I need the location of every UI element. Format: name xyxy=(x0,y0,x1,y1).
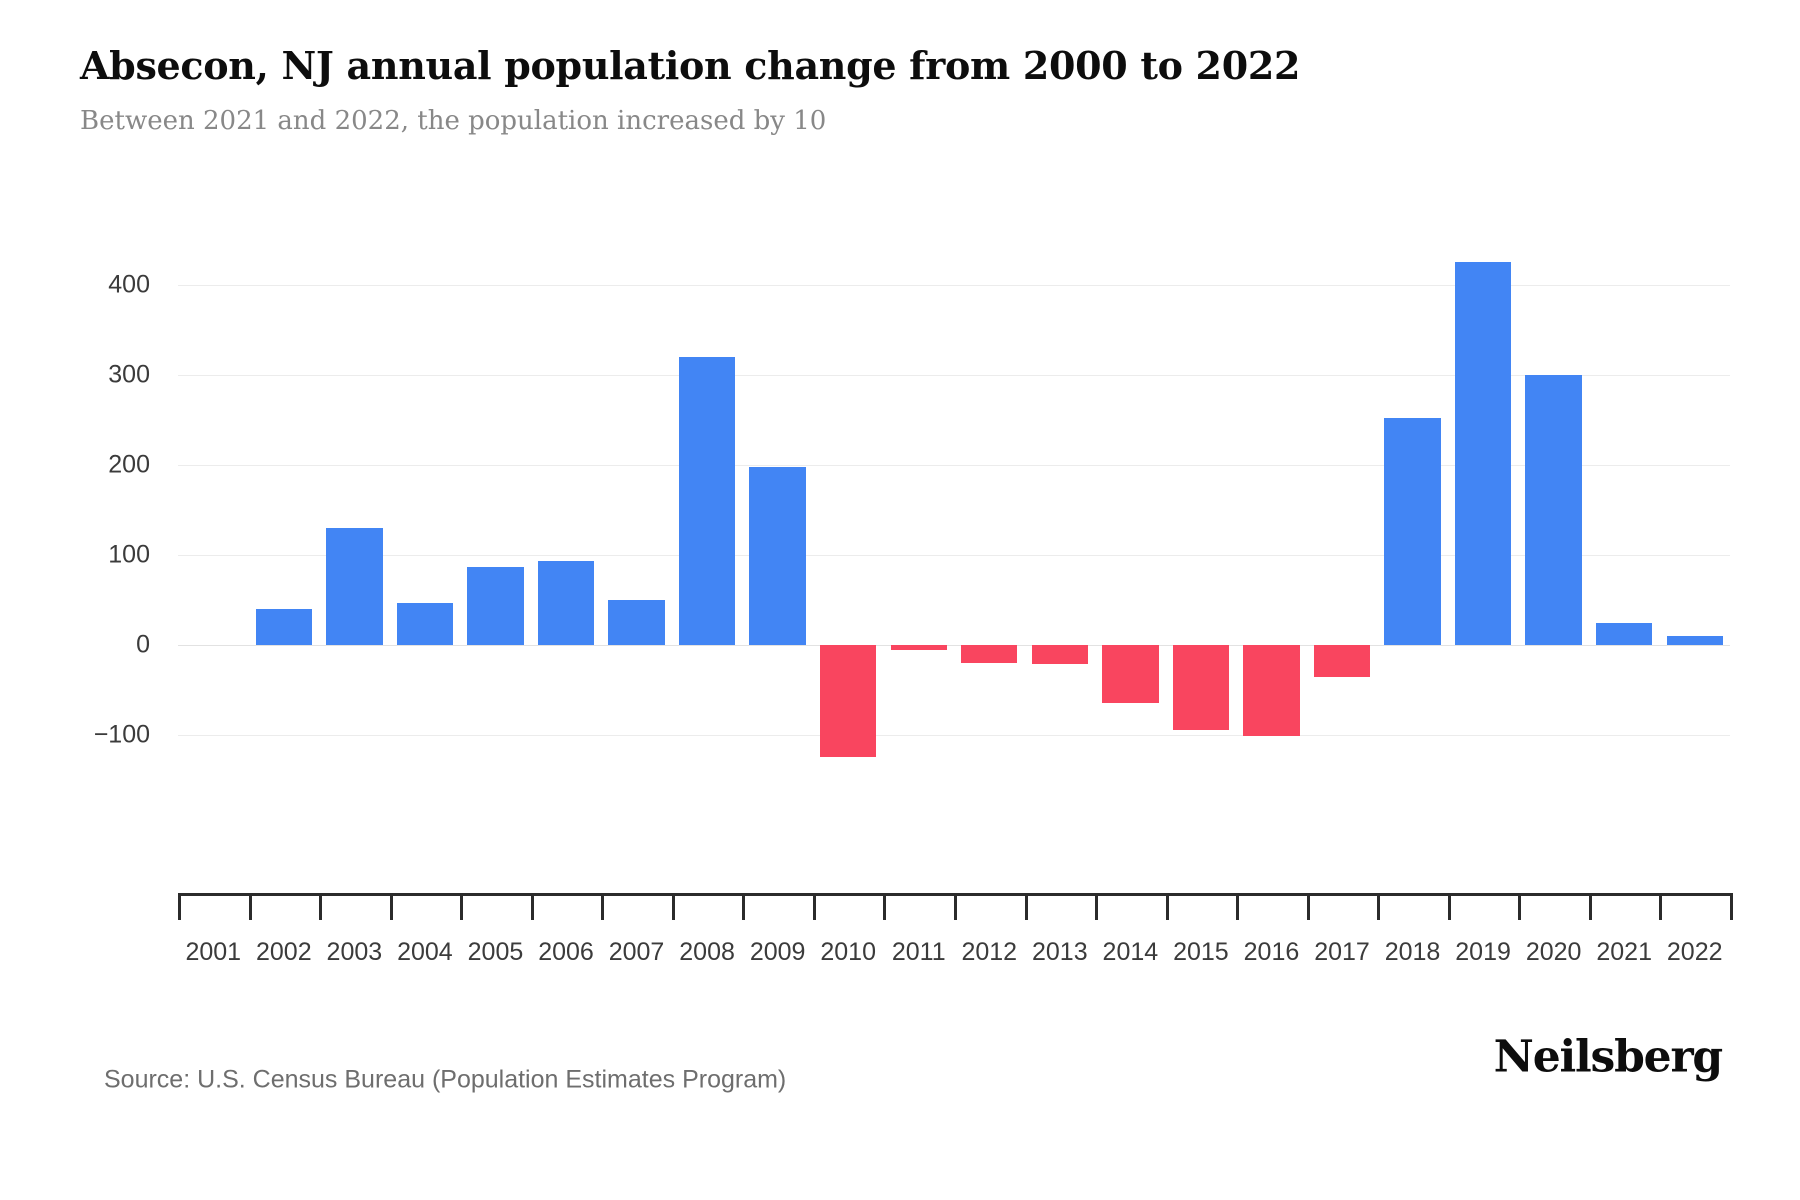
bars-group xyxy=(178,0,1730,1200)
bar-2005[interactable] xyxy=(467,566,524,645)
bar-2015[interactable] xyxy=(1172,645,1230,730)
y-axis-tick-label: 0 xyxy=(136,630,150,659)
x-axis-tick xyxy=(389,893,393,920)
bar-2004[interactable] xyxy=(396,602,454,645)
bar-2022[interactable] xyxy=(1666,636,1723,645)
x-axis-label-2016: 2016 xyxy=(1243,938,1300,966)
x-axis-tick xyxy=(1659,893,1663,920)
x-axis-tick xyxy=(248,893,252,920)
x-axis-tick xyxy=(671,893,675,920)
x-axis-tick xyxy=(319,893,323,920)
x-axis-tick xyxy=(1024,893,1028,920)
bar-2019[interactable] xyxy=(1454,261,1512,645)
x-axis-tick xyxy=(1306,893,1310,920)
y-axis-tick-label: 300 xyxy=(108,360,150,389)
x-axis-label-2011: 2011 xyxy=(891,938,946,966)
bar-2014[interactable] xyxy=(1102,645,1159,703)
gridline xyxy=(178,555,1730,556)
x-axis-tick xyxy=(1447,893,1451,920)
x-axis-label-2013: 2013 xyxy=(1032,938,1088,966)
bar-2012[interactable] xyxy=(961,645,1018,663)
chart-header: Absecon, NJ annual population change fro… xyxy=(80,44,1720,137)
bar-2008[interactable] xyxy=(678,357,736,645)
x-axis-label-2021: 2021 xyxy=(1596,938,1652,966)
page-title: Absecon, NJ annual population change fro… xyxy=(80,43,1301,88)
bar-2007[interactable] xyxy=(608,600,665,645)
y-axis-tick-label: 400 xyxy=(108,270,150,299)
x-axis-label-2005: 2005 xyxy=(467,938,524,966)
y-axis-tick-label: 100 xyxy=(108,540,150,569)
bar-2002[interactable] xyxy=(255,609,313,645)
gridline xyxy=(178,465,1730,466)
x-axis-label-2008: 2008 xyxy=(679,938,735,966)
x-axis-tick xyxy=(1095,893,1099,920)
x-axis-label-2009: 2009 xyxy=(749,938,806,966)
x-axis-tick xyxy=(954,893,957,920)
y-axis-tick-label: 200 xyxy=(108,450,150,479)
x-axis-label-2019: 2019 xyxy=(1455,938,1511,966)
x-axis-label-2012: 2012 xyxy=(961,938,1018,966)
bar-2020[interactable] xyxy=(1525,375,1582,645)
x-axis-label-2007: 2007 xyxy=(608,938,665,966)
x-axis-label-2001: 2001 xyxy=(185,938,242,966)
x-axis-tick xyxy=(742,893,746,920)
x-axis-label-2015: 2015 xyxy=(1173,938,1229,966)
x-axis-tick xyxy=(1730,893,1733,920)
gridline xyxy=(178,285,1730,286)
x-axis-label-2017: 2017 xyxy=(1314,938,1370,966)
x-axis-tick xyxy=(601,893,605,920)
brand-logo: Neilsberg xyxy=(1493,1031,1724,1083)
x-axis-tick xyxy=(1377,893,1381,920)
x-axis-label-2004: 2004 xyxy=(397,938,453,966)
bar-2016[interactable] xyxy=(1243,645,1300,736)
x-axis-label-2006: 2006 xyxy=(538,938,594,966)
x-axis-tick xyxy=(530,893,534,920)
bar-2010[interactable] xyxy=(819,645,877,757)
x-axis-label-2022: 2022 xyxy=(1666,938,1723,966)
x-axis-label-2020: 2020 xyxy=(1525,938,1582,966)
bar-2013[interactable] xyxy=(1031,645,1089,664)
x-axis-label-2002: 2002 xyxy=(256,938,312,966)
x-axis-tick xyxy=(1165,893,1169,920)
bar-2021[interactable] xyxy=(1595,622,1653,645)
bar-2006[interactable] xyxy=(537,561,595,645)
source-note: Source: U.S. Census Bureau (Population E… xyxy=(104,1065,787,1094)
bar-2003[interactable] xyxy=(326,528,383,645)
bar-2009[interactable] xyxy=(749,466,806,645)
x-axis-label-2010: 2010 xyxy=(820,938,876,966)
x-axis-tick xyxy=(812,893,816,920)
x-axis-label-2014: 2014 xyxy=(1102,938,1159,966)
y-axis-tick-label: −100 xyxy=(93,720,150,749)
gridline xyxy=(178,735,1730,736)
x-axis-tick xyxy=(178,893,181,920)
gridline xyxy=(178,375,1730,376)
x-axis-label-2003: 2003 xyxy=(326,938,383,966)
bar-2011[interactable] xyxy=(890,645,947,650)
chart-subtitle: Between 2021 and 2022, the population in… xyxy=(80,105,827,136)
x-axis-tick xyxy=(1518,893,1522,920)
x-axis-tick xyxy=(1588,893,1592,920)
bar-2017[interactable] xyxy=(1313,645,1371,677)
zero-gridline xyxy=(178,645,1730,646)
x-axis-tick xyxy=(883,893,887,920)
bar-2018[interactable] xyxy=(1384,418,1441,645)
x-axis-label-2018: 2018 xyxy=(1384,938,1441,966)
x-axis-tick xyxy=(460,893,464,920)
x-axis-tick xyxy=(1236,893,1240,920)
